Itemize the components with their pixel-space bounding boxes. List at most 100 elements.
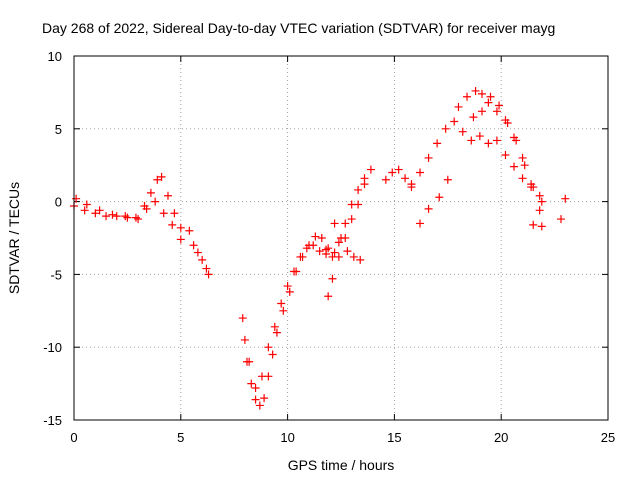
data-point: [72, 194, 81, 203]
y-tick-label: -5: [50, 267, 62, 282]
data-point: [202, 264, 211, 273]
x-tick-label: 25: [601, 430, 615, 445]
data-point: [463, 92, 472, 101]
data-point: [324, 292, 333, 301]
data-point: [503, 118, 512, 127]
data-point: [501, 151, 510, 160]
data-point: [347, 200, 356, 209]
data-point: [394, 165, 403, 174]
data-point: [360, 174, 369, 183]
data-point: [407, 180, 416, 189]
series-track-d: [238, 232, 339, 410]
data-point: [134, 215, 143, 224]
data-point: [492, 107, 501, 116]
data-point: [475, 132, 484, 141]
data-point: [529, 220, 538, 229]
data-point: [388, 168, 397, 177]
data-point: [561, 194, 570, 203]
data-point: [424, 204, 433, 213]
data-point: [102, 212, 111, 221]
data-point: [157, 172, 166, 181]
data-point: [518, 153, 527, 162]
data-point: [467, 136, 476, 145]
data-point: [82, 200, 91, 209]
data-point: [443, 175, 452, 184]
data-point: [311, 232, 320, 241]
series-track-a: [70, 172, 185, 232]
data-point: [324, 244, 333, 253]
data-point: [153, 175, 162, 184]
data-point: [458, 127, 467, 136]
data-point: [247, 379, 256, 388]
data-point: [270, 322, 279, 331]
y-tick-label: -10: [43, 340, 62, 355]
data-point: [159, 209, 168, 218]
data-point: [251, 395, 260, 404]
data-point: [535, 191, 544, 200]
data-point: [123, 213, 132, 222]
data-point: [204, 270, 213, 279]
series-track-m: [492, 136, 544, 200]
tick-labels: 0 5 10 15 20 25 -15 -10 -5 0 5 10: [43, 49, 615, 445]
x-tick-label: 20: [494, 430, 508, 445]
data-point: [512, 136, 521, 145]
data-point: [416, 219, 425, 228]
data-point: [279, 306, 288, 315]
data-point: [131, 213, 140, 222]
data-point: [146, 188, 155, 197]
x-axis-label: GPS time / hours: [288, 457, 395, 473]
data-point: [354, 185, 363, 194]
data-point: [433, 139, 442, 148]
data-point: [315, 247, 324, 256]
data-point: [347, 215, 356, 224]
data-point: [163, 191, 172, 200]
data-point: [450, 117, 459, 126]
series-track-h: [330, 219, 365, 264]
data-point: [238, 314, 247, 323]
data-point: [495, 101, 504, 110]
data-point: [302, 244, 311, 253]
data-point: [264, 343, 273, 352]
data-point: [518, 174, 527, 183]
series-track-i: [381, 165, 452, 228]
data-point: [272, 328, 281, 337]
data-point: [484, 98, 493, 107]
y-tick-label: 5: [55, 122, 62, 137]
data-point: [296, 252, 305, 261]
data-point: [484, 139, 493, 148]
y-tick-label: 10: [48, 49, 62, 64]
grid-lines: [74, 56, 608, 420]
data-point: [492, 136, 501, 145]
data-point: [469, 113, 478, 122]
data-point: [520, 161, 529, 170]
series-track-c: [185, 226, 213, 279]
data-point: [416, 168, 425, 177]
series-track-l: [469, 92, 546, 206]
data-point: [189, 241, 198, 250]
data-point: [121, 212, 130, 221]
data-point: [401, 174, 410, 183]
data-point: [343, 247, 352, 256]
data-point: [330, 219, 339, 228]
data-point: [198, 255, 207, 264]
y-axis-label: SDTVAR / TECUs: [6, 182, 22, 294]
series-track-j: [407, 117, 493, 189]
data-point: [251, 383, 260, 392]
data-point: [317, 234, 326, 242]
series-track-g: [322, 165, 375, 261]
data-point: [486, 92, 495, 101]
data-point: [381, 175, 390, 184]
series-track-b: [72, 194, 185, 244]
data-point: [477, 89, 486, 98]
y-tick-label: -15: [43, 413, 62, 428]
data-point: [424, 153, 433, 162]
data-point: [112, 212, 121, 221]
series-track-f: [324, 180, 369, 301]
data-point: [142, 204, 151, 213]
data-point: [349, 252, 358, 261]
data-point: [240, 335, 249, 344]
data-point: [557, 215, 566, 224]
data-point: [366, 165, 375, 174]
data-point: [510, 162, 519, 171]
